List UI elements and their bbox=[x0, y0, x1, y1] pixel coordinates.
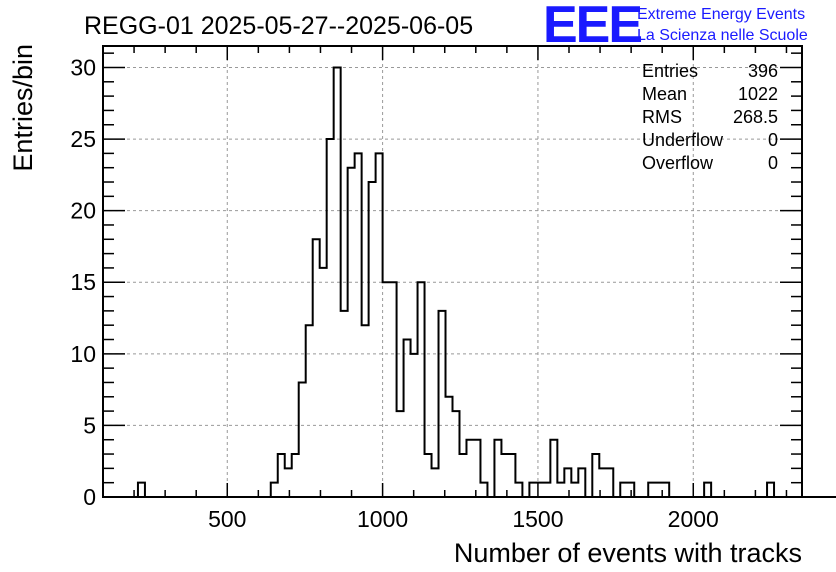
axis-ticks bbox=[103, 46, 802, 498]
x-axis-title: Number of events with tracks bbox=[454, 538, 802, 568]
stats-label: Underflow bbox=[642, 130, 724, 150]
stats-value: 0 bbox=[768, 153, 778, 173]
y-tick-label: 25 bbox=[70, 126, 96, 152]
grid-lines bbox=[103, 46, 802, 497]
logo-line-2: La Scienza nelle Scuole bbox=[637, 27, 808, 44]
x-tick-label: 1000 bbox=[357, 506, 408, 532]
x-tick-label: 500 bbox=[208, 506, 246, 532]
x-tick-label: 2000 bbox=[668, 506, 719, 532]
chart-title: REGG-01 2025-05-27--2025-06-05 bbox=[84, 12, 473, 40]
stats-value: 396 bbox=[748, 61, 778, 81]
logo-line-1: Extreme Energy Events bbox=[637, 6, 805, 23]
y-tick-label: 20 bbox=[70, 198, 96, 224]
stats-label: Mean bbox=[642, 84, 687, 104]
stats-box: Entries 396 Mean 1022 RMS 268.5 Underflow 0 Over… bbox=[642, 61, 778, 173]
stats-value: 268.5 bbox=[733, 107, 778, 127]
y-tick-label: 5 bbox=[83, 412, 96, 438]
y-tick-label: 0 bbox=[83, 484, 96, 510]
x-tick-label: 1500 bbox=[512, 506, 563, 532]
y-axis-title: Entries/bin bbox=[8, 44, 38, 172]
stats-value: 1022 bbox=[738, 84, 778, 104]
histogram-series bbox=[103, 66, 836, 498]
y-tick-labels: 0 5 10 15 20 25 30 bbox=[70, 54, 96, 510]
stats-label: RMS bbox=[642, 107, 682, 127]
stats-label: Overflow bbox=[642, 153, 714, 173]
stats-value: 0 bbox=[768, 130, 778, 150]
plot-frame bbox=[102, 45, 803, 498]
stats-label: Entries bbox=[642, 61, 698, 81]
y-tick-label: 15 bbox=[70, 269, 96, 295]
x-tick-labels: 500 1000 1500 2000 bbox=[208, 506, 719, 532]
y-tick-label: 30 bbox=[70, 54, 96, 80]
y-tick-label: 10 bbox=[70, 341, 96, 367]
eee-logo: EEE Extreme Energy Events La Scienza nel… bbox=[543, 0, 808, 54]
